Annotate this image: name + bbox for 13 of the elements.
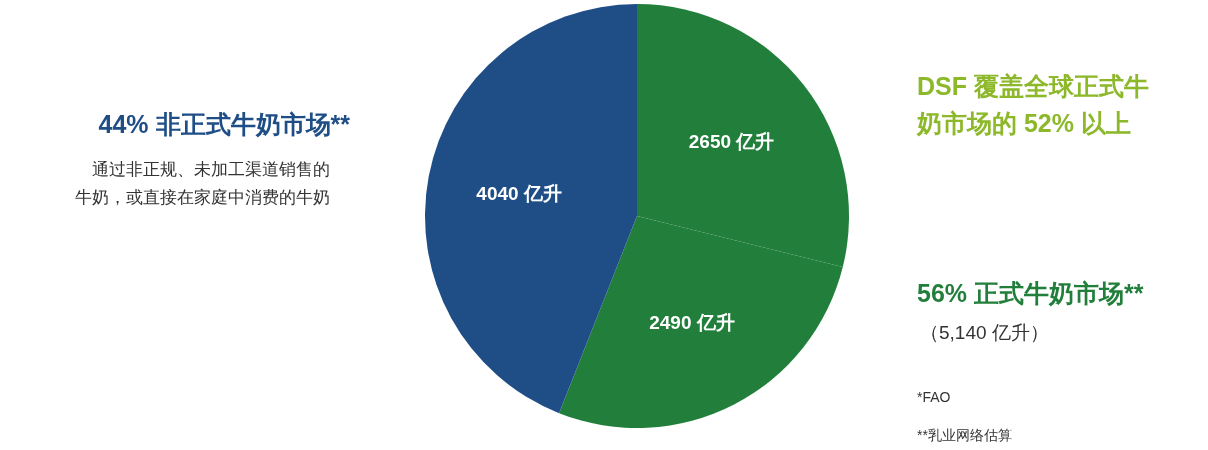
data-label: 2650 亿升: [688, 131, 775, 153]
text: *FAO: [917, 389, 951, 405]
text: （5,140 亿升）: [920, 322, 1049, 343]
text: **乳业网络估算: [917, 427, 1012, 443]
text: 牛奶，或直接在家庭中消费的牛奶: [75, 188, 330, 207]
text: 56% 正式牛奶市场**: [917, 279, 1144, 307]
text: 44% 非正式牛奶市场**: [98, 110, 351, 138]
text: DSF 覆盖全球正式牛: [917, 72, 1149, 100]
pie-slice: [425, 4, 637, 414]
data-label: 4040 亿升: [476, 182, 562, 204]
data-label: 2490 亿升: [649, 311, 735, 333]
text: 奶市场的 52% 以上: [916, 109, 1131, 137]
text: 通过非正规、未加工渠道销售的: [92, 160, 330, 179]
